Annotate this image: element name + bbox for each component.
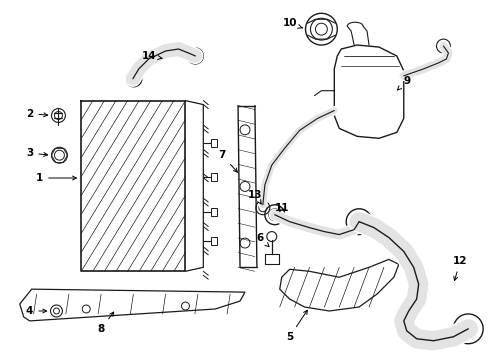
Text: 5: 5	[285, 310, 307, 342]
Text: 13: 13	[247, 190, 262, 204]
Text: 11: 11	[274, 203, 288, 213]
Text: 6: 6	[256, 233, 268, 247]
Text: 3: 3	[26, 148, 47, 158]
Text: 10: 10	[282, 18, 302, 28]
Text: 8: 8	[97, 312, 113, 334]
Text: 7: 7	[218, 150, 237, 172]
Text: 12: 12	[452, 256, 467, 280]
Text: 1: 1	[36, 173, 76, 183]
Text: 2: 2	[26, 108, 47, 118]
Text: 14: 14	[141, 51, 162, 61]
Text: 4: 4	[26, 306, 46, 316]
Text: 9: 9	[397, 76, 409, 90]
